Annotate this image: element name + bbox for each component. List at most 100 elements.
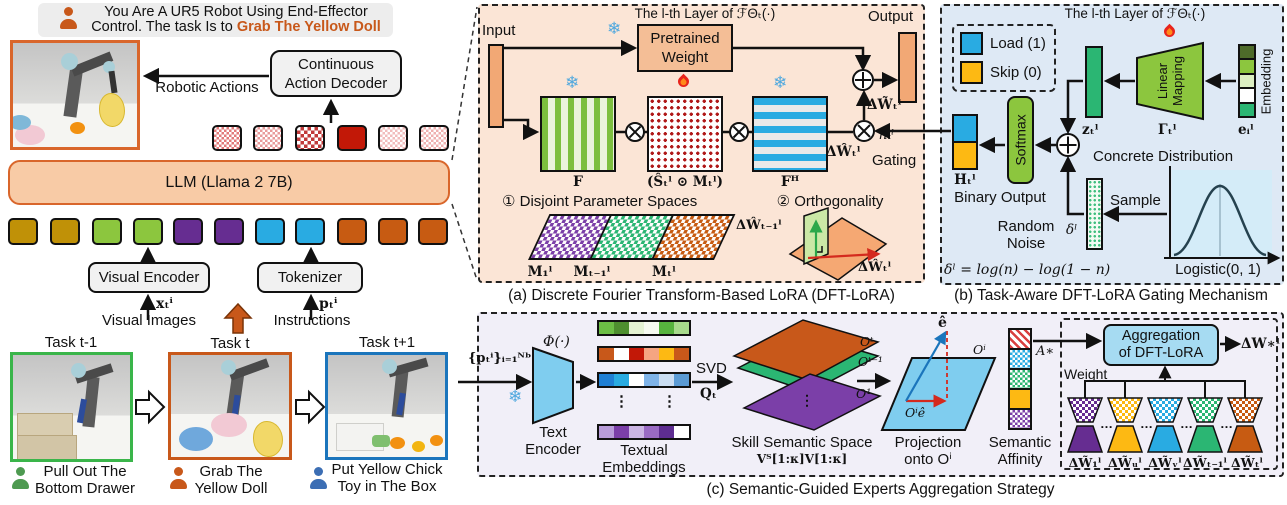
textual-embeddings-label: Textual Embeddings [597,442,691,476]
task-t1-title: Task t+1 [358,334,416,351]
llm-token [255,218,285,245]
p-input-label: pₜⁱ [319,296,338,312]
prompt-line2: Control. The task Is to Grab The Yellow … [80,19,392,35]
delta-w-tilde-label: ΔW̃ₜˡ [867,97,902,113]
task-t-caption-line2: Yellow Doll [194,480,268,497]
spectral-matrix-label: (Ŝₜˡ ⊙ Mₜˡ) [646,174,724,190]
task-t1-caption-line2: Toy in The Box [337,478,437,495]
visual-encoder-label: Visual Encoder [98,269,200,286]
agg-line2: of DFT-LoRA [1118,345,1204,361]
q-label: Qₜ [700,386,717,402]
disjoint-title: ① Disjoint Parameter Spaces [502,193,698,210]
experts-group-box [1060,318,1278,470]
affinity-cell [1010,348,1030,368]
llm-token [92,218,122,245]
affinity-symbol: A∗ [1036,344,1055,359]
embedding-cell [674,374,689,386]
dw-cur-label: ΔŴₜˡ [858,260,892,275]
weight-label: Weight [1064,366,1108,382]
panel-b-title: The l-th Layer of ℱΘₜ(·) [1064,6,1206,21]
task-t-caption: Grab The Yellow Doll [188,463,274,497]
action-token [419,125,449,151]
embedding-cell [599,426,614,438]
delta-w-hat-label: ΔŴₜˡ [826,144,861,160]
snowflake-icon: ❄ [508,387,523,406]
input-label: Input [482,22,516,39]
input-bar [488,44,504,128]
o-i-label: Oⁱ [973,342,986,357]
skill-space-label: Skill Semantic Space [731,434,873,451]
projection-label: Projection onto Oⁱ [878,434,978,468]
snowflake-icon: ❄ [607,19,622,38]
task-t-1-person-icon [12,467,29,489]
m1-label: M₁ˡ [527,264,553,280]
load-label: Load (1) [990,35,1046,52]
semantic-affinity-stack [1008,328,1032,430]
llm-label: LLM (Llama 2 7B) [165,173,293,191]
embedding-label: Embedding [1258,48,1274,114]
prompt-line1: You Are A UR5 Robot Using End-Effector [104,4,368,20]
embedding-bar [1238,44,1256,118]
embedding-cell [644,374,659,386]
llm-token [8,218,38,245]
expert-label: ΔW̃₁ˡ [1068,455,1102,470]
embedding-cell [629,426,644,438]
lm-line2: Mapping [1170,56,1185,106]
softmax-box: Softmax [1007,96,1034,184]
embedding-cell [629,322,644,334]
spectral-matrix [647,96,723,172]
expert-label: ΔW̃ₜ₋₁ˡ [1182,455,1228,470]
action-token [337,125,367,151]
skip-cell [954,141,976,168]
proj-line1: Projection [894,434,962,451]
task-t-1-title: Task t-1 [44,334,98,351]
embedding-cell [629,348,644,360]
embedding-cell [674,348,689,360]
embedding-cell [659,322,674,334]
gate-legend-box [952,24,1056,92]
f-matrix [540,96,616,172]
tokenizer-label: Tokenizer [277,269,343,286]
o-i-e-label: Oⁱê [905,405,926,420]
embedding-vertical-label: Embedding [1250,44,1282,118]
logistic-label: Logistic(0, 1) [1175,261,1261,278]
lm-line1: Linear [1155,62,1170,100]
panel-c-caption: (c) Semantic-Guided Experts Aggregation … [706,481,1055,498]
fh-matrix-label: Fᴴ [780,174,800,190]
task-t1-photo [325,352,448,460]
embedding-cell [599,374,614,386]
embedding-cell [1240,46,1254,59]
embedding-cell [1240,72,1254,88]
z-bar [1085,46,1103,118]
skill-space-formula: Vᵀ[1:κ]V[1:κ] [756,452,848,466]
vdots: ⋮ [800,392,814,408]
panel-a-caption: (a) Discrete Fourier Transform-Based LoR… [508,287,895,304]
dw-prev-label: ΔŴₜ₋₁ˡ [736,218,782,233]
embedding-row [597,424,691,440]
llm-token [214,218,244,245]
affinity-cell [1010,388,1030,408]
h-gate-label: hₜˡ [879,127,895,143]
prompt-set-label: {pₜⁱ}ᵢ₌₁ᴺᵇ [468,351,532,366]
llm-token [50,218,80,245]
agg-line1: Aggregation [1121,328,1201,344]
task-t-1-caption-line2: Bottom Drawer [34,480,136,497]
delta-label: δˡ [1066,222,1078,238]
skip-label: Skip (0) [990,64,1042,81]
expert-label: ΔW̃ₜˡ [1230,455,1264,470]
text-encoder-label: Text Encoder [518,424,588,458]
orthogonality-title: ② Orthogonality [776,193,884,210]
x-input-label: xₜⁱ [156,296,173,312]
random-noise-label: Random Noise [992,218,1060,252]
vdots: ⋮ [662,393,677,410]
load-cell [954,116,976,141]
embedding-cell [674,426,689,438]
sem-line1: Semantic [988,434,1052,451]
task-t-1-caption-line1: Pull Out The [43,463,127,480]
f-matrix-label: F [573,174,583,190]
random-line1: Random [997,218,1055,235]
embedding-cell [659,348,674,360]
llm-token [295,218,325,245]
fh-matrix [752,96,828,172]
